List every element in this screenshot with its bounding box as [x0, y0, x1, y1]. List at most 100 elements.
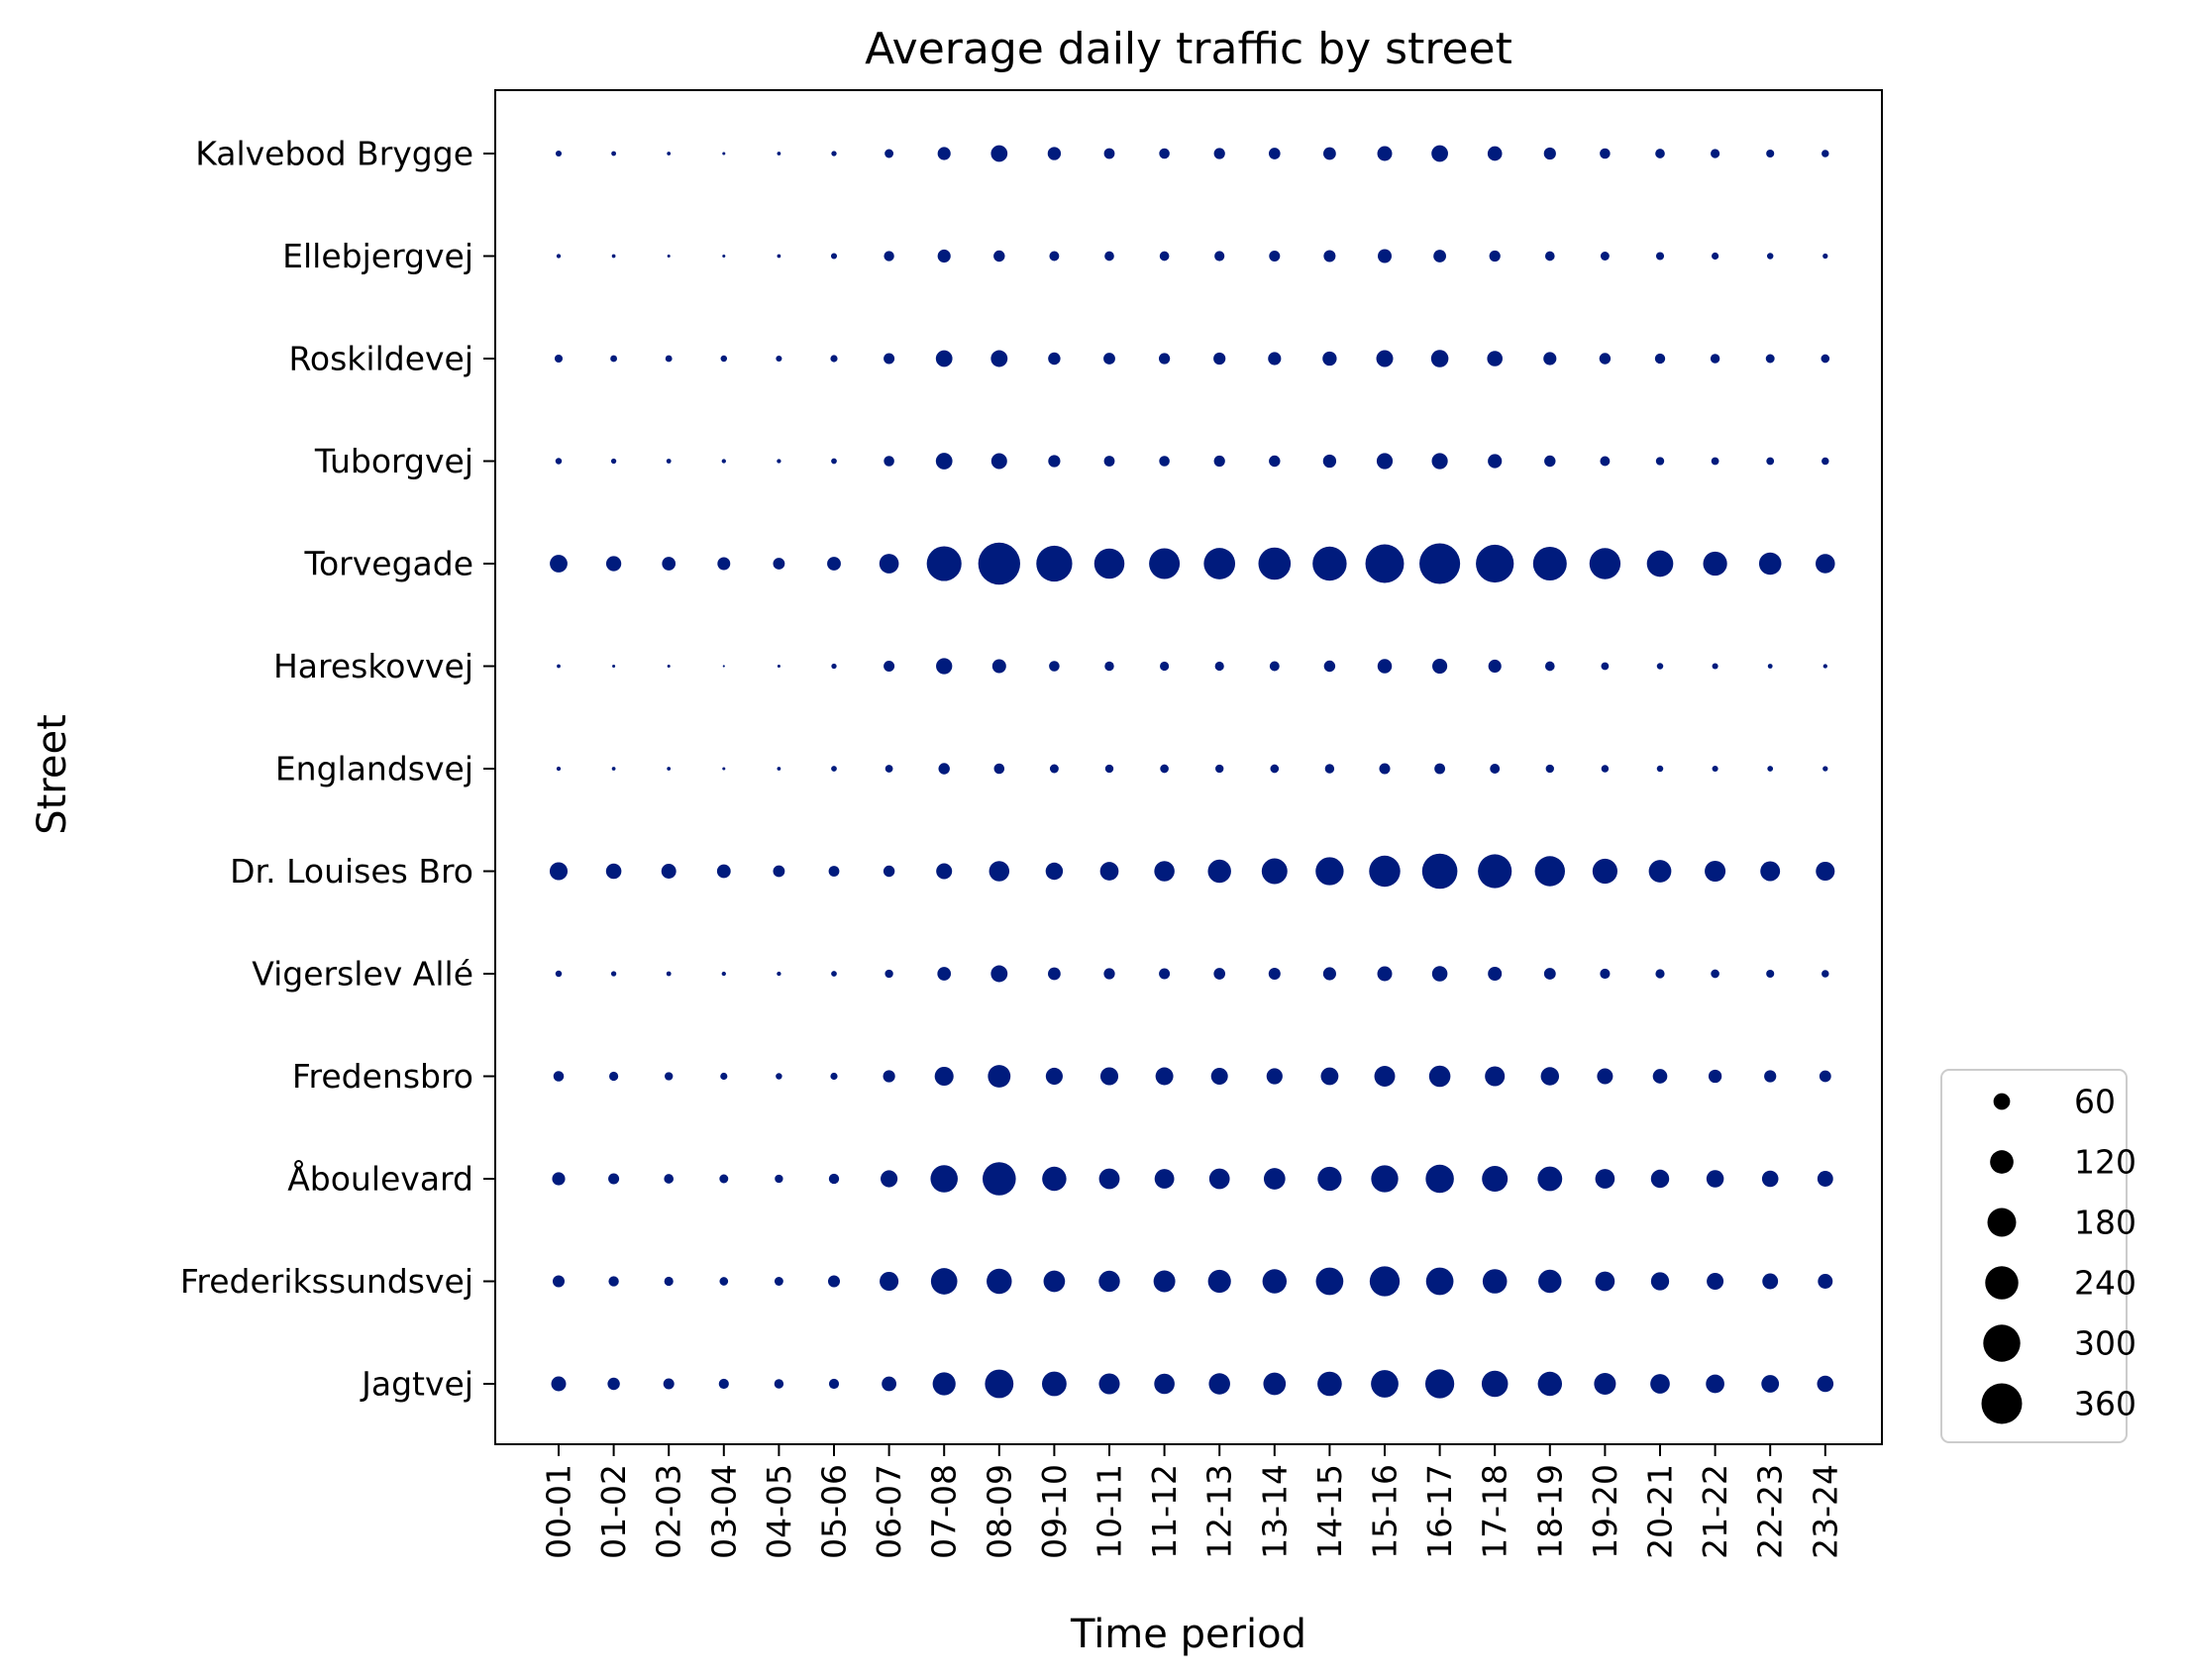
data-point [1765, 354, 1775, 364]
data-point [722, 767, 726, 771]
data-point [1544, 455, 1556, 468]
data-point [1655, 969, 1665, 979]
data-point [608, 1173, 620, 1185]
data-point [926, 546, 962, 581]
data-point [1369, 1266, 1401, 1297]
data-point [1378, 249, 1392, 263]
data-point [1036, 545, 1073, 582]
data-point [936, 863, 953, 880]
data-point [1712, 252, 1719, 261]
data-point [880, 1271, 899, 1292]
data-point [1317, 1166, 1342, 1192]
data-point [1819, 1070, 1831, 1083]
data-point [831, 663, 837, 670]
data-point [989, 861, 1010, 882]
data-point [985, 1369, 1014, 1399]
x-tick-label: 10-11 [1091, 1464, 1129, 1559]
data-point [1049, 764, 1059, 774]
data-point [990, 145, 1008, 162]
data-point [722, 665, 725, 668]
data-point [664, 1276, 674, 1287]
data-point [1600, 252, 1610, 261]
data-point [553, 1071, 565, 1082]
data-point [777, 971, 781, 977]
data-point [664, 1174, 675, 1184]
data-point [555, 150, 563, 158]
data-point [557, 664, 561, 669]
data-point [1712, 663, 1718, 670]
data-point [1369, 855, 1401, 888]
data-point [1214, 251, 1225, 262]
y-tick-label: Tuborgvej [314, 442, 473, 480]
legend: 60 120 180 240 300 360 [1940, 1069, 2136, 1443]
data-point [667, 767, 672, 771]
data-point [991, 659, 1006, 674]
data-point [663, 1378, 675, 1390]
data-point [1098, 1270, 1120, 1293]
data-point [1208, 1373, 1230, 1395]
x-tick-label: 16-17 [1420, 1464, 1459, 1559]
data-point [612, 664, 616, 669]
data-point [879, 554, 899, 574]
data-point [1270, 764, 1280, 774]
data-point [884, 353, 895, 365]
data-point [1766, 969, 1775, 979]
data-point [827, 557, 841, 571]
data-point [1269, 250, 1281, 262]
x-tick-label: 04-05 [760, 1464, 798, 1559]
data-point [1654, 353, 1666, 365]
data-point [1767, 766, 1774, 772]
data-point [1103, 353, 1115, 365]
data-point [1428, 1065, 1451, 1088]
data-point [1207, 1269, 1231, 1294]
data-point [988, 1065, 1011, 1088]
data-point [1376, 453, 1394, 470]
data-point [1534, 856, 1566, 887]
data-point [1213, 968, 1226, 980]
data-point [1154, 1373, 1175, 1395]
legend-marker [1983, 1324, 2021, 1362]
data-point [1592, 858, 1617, 885]
data-point [1210, 1068, 1228, 1085]
data-point [1597, 1068, 1613, 1085]
data-point [1705, 860, 1726, 883]
x-tick-label: 17-18 [1476, 1464, 1514, 1559]
y-tick-label: Dr. Louises Bro [230, 852, 473, 891]
data-point [831, 766, 837, 772]
data-point [934, 1066, 954, 1087]
data-point [990, 350, 1008, 368]
data-point [1266, 1068, 1283, 1085]
data-point [1544, 661, 1555, 672]
data-point [776, 355, 782, 363]
data-point [777, 152, 781, 156]
data-point [610, 971, 617, 977]
data-point [608, 1276, 619, 1287]
x-axis-label: Time period [1070, 1612, 1306, 1657]
data-point [1817, 1171, 1833, 1187]
data-point [1159, 148, 1170, 159]
data-point [1656, 765, 1664, 773]
data-point [666, 459, 672, 464]
data-point [1708, 1069, 1722, 1084]
data-point [667, 664, 671, 669]
data-point [830, 1072, 838, 1081]
data-point [1425, 1164, 1454, 1194]
data-point [722, 254, 726, 259]
data-point [1377, 659, 1393, 674]
data-point [831, 151, 837, 157]
data-point [1268, 352, 1282, 366]
x-tick-label: 18-19 [1530, 1464, 1569, 1559]
y-tick-label: Hareskovvej [273, 647, 473, 685]
data-point [611, 767, 616, 771]
data-point [1822, 253, 1828, 260]
data-point [1482, 1166, 1509, 1192]
data-point [1655, 252, 1665, 261]
data-point [1764, 1070, 1777, 1083]
data-point [1103, 968, 1115, 980]
data-point [990, 965, 1008, 983]
data-point [1099, 862, 1119, 881]
data-point [1711, 457, 1719, 466]
data-point [1093, 548, 1125, 579]
data-point [1766, 457, 1775, 466]
